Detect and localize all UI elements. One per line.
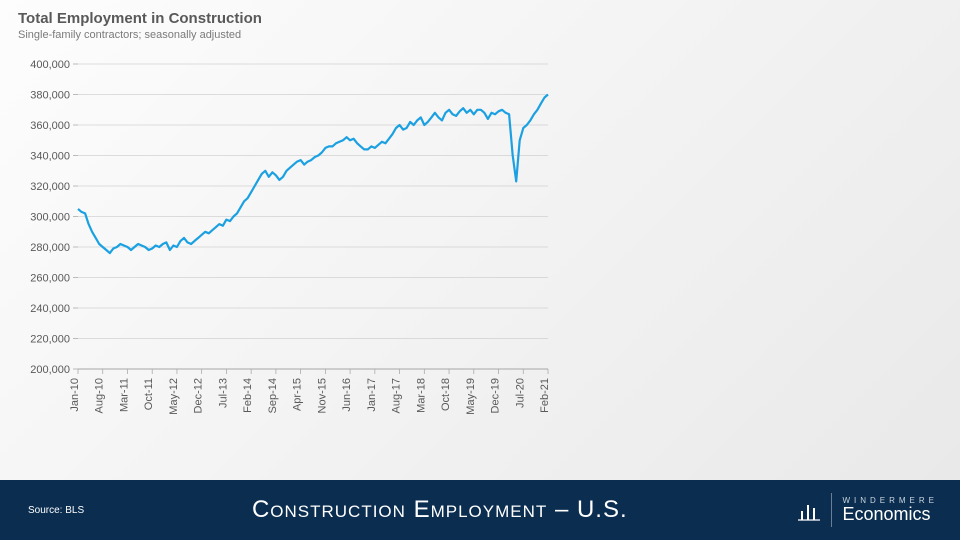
brand-big-text: Economics: [842, 505, 938, 523]
brand-text: WINDERMERE Economics: [842, 497, 938, 523]
svg-text:Feb-21: Feb-21: [539, 378, 551, 413]
svg-text:Oct-11: Oct-11: [143, 378, 155, 410]
chart-title: Total Employment in Construction: [18, 10, 262, 27]
svg-text:Dec-19: Dec-19: [490, 378, 502, 413]
svg-text:Jul-13: Jul-13: [217, 378, 229, 408]
footer-bar: Source: BLS Construction Employment – U.…: [0, 480, 960, 540]
slide: Total Employment in Construction Single-…: [0, 0, 960, 540]
svg-text:Jan-17: Jan-17: [366, 378, 378, 412]
svg-text:Mar-11: Mar-11: [118, 378, 130, 412]
svg-text:200,000: 200,000: [30, 364, 70, 376]
svg-text:May-12: May-12: [168, 378, 180, 415]
svg-text:220,000: 220,000: [30, 334, 70, 346]
svg-text:Oct-18: Oct-18: [440, 378, 452, 411]
chart-svg: 200,000 220,000 240,000 260,000 280,000 300,0…: [18, 54, 558, 454]
svg-text:Nov-15: Nov-15: [316, 378, 328, 413]
footer-title: Construction Employment – U.S.: [84, 496, 795, 524]
svg-text:Apr-15: Apr-15: [292, 378, 304, 411]
svg-text:Jun-16: Jun-16: [341, 378, 353, 412]
svg-text:360,000: 360,000: [30, 120, 70, 132]
svg-text:Jan-10: Jan-10: [69, 378, 81, 412]
svg-text:240,000: 240,000: [30, 303, 70, 315]
svg-text:Mar-18: Mar-18: [415, 378, 427, 413]
svg-text:280,000: 280,000: [30, 242, 70, 254]
svg-text:May-19: May-19: [465, 378, 477, 415]
source-text: Source: BLS: [28, 505, 84, 516]
svg-text:260,000: 260,000: [30, 273, 70, 285]
svg-text:Aug-17: Aug-17: [391, 378, 403, 413]
svg-text:400,000: 400,000: [30, 59, 70, 71]
svg-text:Jul-20: Jul-20: [514, 378, 526, 408]
chart-subtitle: Single-family contractors; seasonally ad…: [18, 29, 262, 41]
svg-text:Aug-10: Aug-10: [94, 378, 106, 413]
chart-header: Total Employment in Construction Single-…: [18, 10, 262, 41]
brand-block: WINDERMERE Economics: [795, 493, 938, 527]
svg-text:380,000: 380,000: [30, 90, 70, 102]
svg-text:300,000: 300,000: [30, 212, 70, 224]
svg-text:Dec-12: Dec-12: [193, 378, 205, 413]
line-chart: 200,000 220,000 240,000 260,000 280,000 300,0…: [18, 54, 558, 454]
svg-text:Sep-14: Sep-14: [267, 378, 279, 413]
svg-text:320,000: 320,000: [30, 181, 70, 193]
bars-icon: [795, 497, 821, 523]
svg-text:Feb-14: Feb-14: [242, 378, 254, 413]
brand-divider: [831, 493, 832, 527]
svg-text:340,000: 340,000: [30, 151, 70, 163]
